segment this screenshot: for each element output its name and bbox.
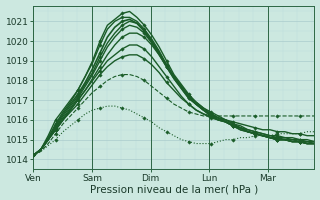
X-axis label: Pression niveau de la mer( hPa ): Pression niveau de la mer( hPa ) xyxy=(90,184,258,194)
